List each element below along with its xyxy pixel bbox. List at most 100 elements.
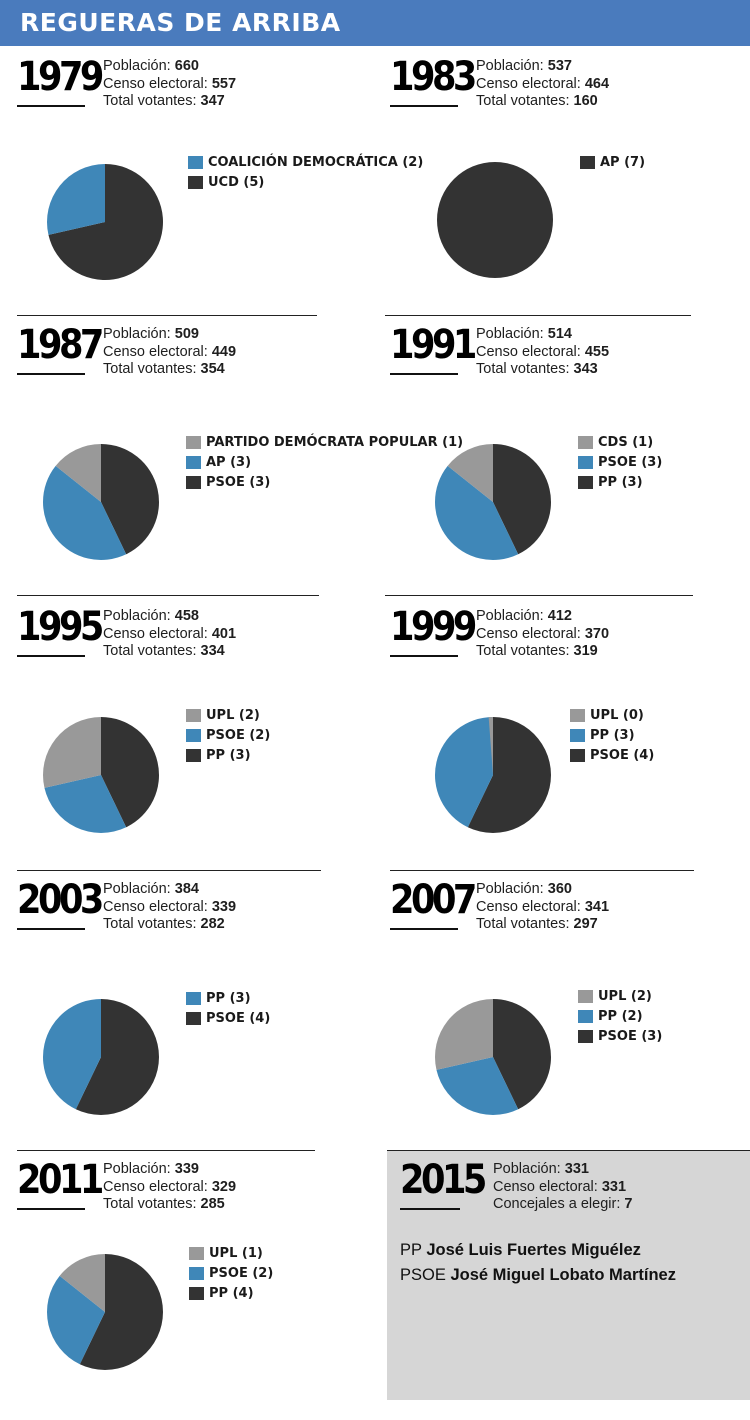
stat-label: Total votantes: [103, 916, 197, 932]
stat-value: 343 [573, 361, 598, 377]
pie-slice [44, 775, 127, 833]
pie-slice [46, 1275, 105, 1365]
election-stats: Población: 339 Censo electoral: 329 Total … [103, 1161, 236, 1214]
stat-value: 557 [211, 75, 237, 92]
election-year: 2003 [17, 877, 104, 923]
legend-label: PARTIDO DEMÓCRATA POPULAR (1) [206, 435, 464, 450]
legend-label: PP (4) [209, 1286, 254, 1301]
stat-row: Total votantes: 285 [103, 1196, 236, 1214]
pie-slice [436, 1057, 519, 1115]
election-block: 1987 Población: 509 Censo electoral: 449 To… [17, 325, 357, 585]
pie-slice [488, 717, 493, 775]
stat-value: 329 [211, 1178, 237, 1195]
election-block: 1979 Población: 660 Censo electoral: 557 To… [17, 57, 357, 317]
stat-label: Total votantes: [103, 361, 197, 377]
pie-slice [55, 444, 101, 502]
stat-label: Total votantes: [103, 1196, 197, 1212]
stat-label: Censo electoral: [476, 75, 581, 92]
legend-swatch [186, 456, 201, 469]
section-divider [17, 315, 317, 316]
legend-label: PP (3) [206, 991, 251, 1006]
stat-value: 160 [573, 93, 598, 109]
legend-label: UPL (2) [598, 989, 652, 1004]
stat-value: 339 [174, 1161, 199, 1177]
stat-row: Población: 537 [476, 58, 609, 76]
stat-label: Población: [476, 608, 544, 624]
legend-swatch [186, 709, 201, 722]
legend-label: PSOE (4) [206, 1011, 271, 1026]
election-year: 2011 [17, 1157, 104, 1203]
stat-label: Concejales a elegir: [493, 1196, 621, 1212]
stat-row: Censo electoral: 341 [476, 899, 609, 917]
pie-chart [43, 999, 159, 1115]
pie-slice [493, 999, 551, 1110]
legend-swatch [570, 729, 585, 742]
stat-value: 370 [584, 625, 610, 642]
stat-label: Población: [103, 1161, 171, 1177]
stat-value: 455 [584, 343, 610, 360]
stat-row: Censo electoral: 401 [103, 626, 236, 644]
stat-value: 354 [200, 361, 225, 377]
year-underline [390, 655, 458, 657]
stat-row: Población: 514 [476, 326, 609, 344]
stat-row: Total votantes: 334 [103, 643, 236, 661]
section-divider [385, 595, 693, 596]
stat-row: Población: 458 [103, 608, 236, 626]
legend-label: PSOE (3) [206, 475, 271, 490]
stat-value: 347 [200, 93, 225, 109]
stat-value: 282 [200, 916, 225, 932]
stat-row: Total votantes: 282 [103, 916, 236, 934]
election-stats: Población: 360 Censo electoral: 341 Total … [476, 881, 609, 934]
stat-label: Población: [476, 326, 544, 342]
election-stats: Población: 514 Censo electoral: 455 Total … [476, 326, 609, 379]
stat-label: Censo electoral: [493, 1178, 598, 1195]
stat-row: Total votantes: 297 [476, 916, 609, 934]
stat-row: Población: 360 [476, 881, 609, 899]
candidate-name: José Luis Fuertes Miguélez [426, 1241, 641, 1259]
stat-row: Total votantes: 160 [476, 93, 609, 111]
legend-swatch [580, 156, 595, 169]
stat-value: 660 [174, 58, 199, 74]
pie-slice [101, 717, 159, 828]
pie-chart [435, 717, 551, 833]
stat-row: Población: 412 [476, 608, 609, 626]
candidate-pp: PP José Luis Fuertes Miguélez [400, 1241, 641, 1260]
candidate-party: PSOE [400, 1266, 446, 1284]
stat-row: Población: 339 [103, 1161, 236, 1179]
stat-value: 412 [547, 608, 572, 624]
stat-value: 514 [547, 326, 572, 342]
stat-row: Total votantes: 343 [476, 361, 609, 379]
stat-value: 360 [547, 881, 572, 897]
pie-slice [435, 465, 519, 560]
election-stats: Población: 537 Censo electoral: 464 Total … [476, 58, 609, 111]
stat-label: Población: [103, 881, 171, 897]
stat-label: Censo electoral: [103, 898, 208, 915]
stat-label: Censo electoral: [476, 625, 581, 642]
legend-label: AP (3) [206, 455, 252, 470]
election-block: 1995 Población: 458 Censo electoral: 401 To… [17, 607, 357, 867]
legend-label: PSOE (4) [590, 748, 655, 763]
stat-row: Censo electoral: 449 [103, 344, 236, 362]
pie-slice [43, 999, 101, 1110]
pie-slice [48, 164, 164, 280]
stat-row: Censo electoral: 329 [103, 1179, 236, 1197]
stat-value: 401 [211, 625, 237, 642]
pie-chart [435, 999, 551, 1115]
legend-label: PSOE (2) [209, 1266, 274, 1281]
current-election-box [387, 1150, 750, 1400]
stat-value: 509 [174, 326, 199, 342]
candidate-party: PP [400, 1241, 422, 1259]
legend-swatch [570, 749, 585, 762]
stat-value: 331 [564, 1161, 589, 1177]
section-divider [390, 870, 694, 871]
stat-row: Total votantes: 347 [103, 93, 236, 111]
title-banner: REGUERAS DE ARRIBA [0, 0, 750, 46]
legend-label: PP (3) [598, 475, 643, 490]
stat-label: Población: [103, 326, 171, 342]
stat-label: Total votantes: [476, 643, 570, 659]
stat-label: Total votantes: [476, 361, 570, 377]
pie-chart [42, 444, 159, 560]
legend-swatch [578, 990, 593, 1003]
election-year: 1991 [390, 322, 477, 368]
pie-slice [59, 1254, 105, 1312]
